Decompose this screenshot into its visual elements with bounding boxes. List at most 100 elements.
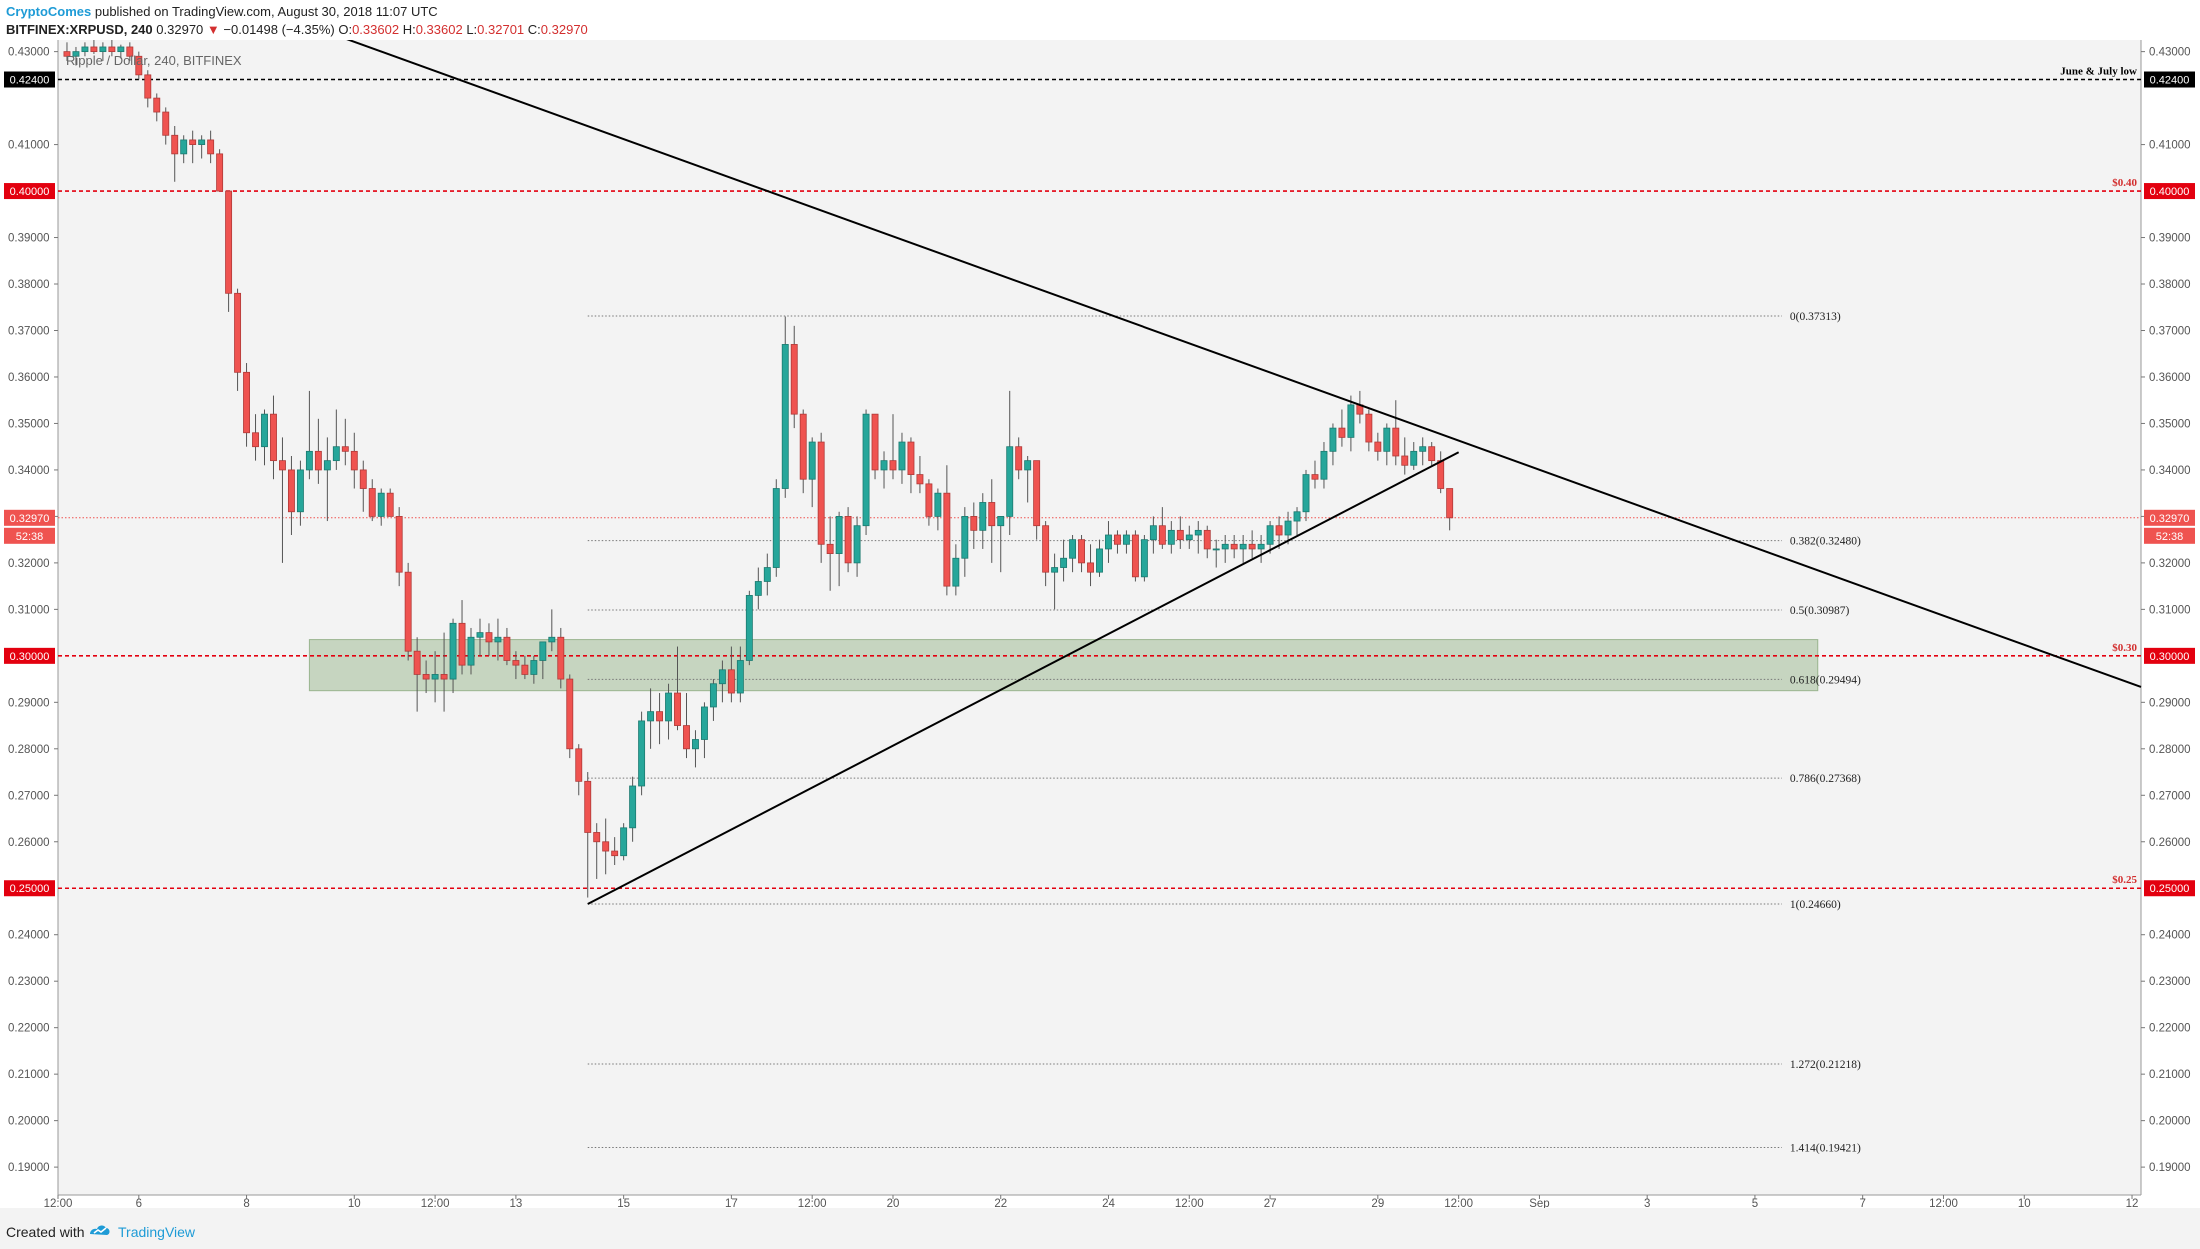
candle-body [1275,525,1283,536]
candle-body [1158,525,1166,545]
candle-body [1006,446,1014,517]
plot-area[interactable] [58,40,2141,1195]
x-tick-label: 29 [1371,1198,1384,1208]
candle-body [853,525,861,564]
candle-body [988,502,996,527]
price-change: −0.01498 (−4.35%) [223,22,335,37]
candle-body [1347,404,1355,438]
y-tick-label: 0.23000 [2149,976,2191,988]
candle-body [665,692,672,722]
y-tick-label: 0.21000 [2149,1069,2191,1081]
countdown-tag: 52:38 [2156,531,2184,543]
candle-body [593,832,601,843]
x-tick-label: 12:00 [421,1198,450,1208]
candle-body [1239,543,1247,550]
candle-body [1419,446,1427,452]
candle-body [494,636,502,643]
x-tick-label: 13 [510,1198,523,1208]
y-tick-label: 0.37000 [2149,325,2191,337]
candle-body [126,46,134,57]
candle-body [1042,525,1050,573]
time-axis[interactable] [58,1195,2141,1208]
y-tick-label: 0.24000 [8,930,50,942]
publish-info: published on TradingView.com, August 30,… [91,4,438,19]
candle-body [1329,427,1337,452]
candle-body [296,469,304,513]
x-tick-label: 12:00 [44,1198,73,1208]
price-chart[interactable]: 0(0.37313) 0.382(0.32480) 0.5(0.30987) 0.61… [0,40,2200,1208]
candle-body [584,780,592,833]
candle-body [1185,534,1193,541]
y-tick-label: 0.41000 [8,140,50,152]
x-tick-label: 12 [2126,1198,2139,1208]
y-tick-label: 0.43000 [8,47,50,59]
y-tick-label: 0.21000 [8,1069,50,1081]
candle-body [683,725,690,750]
candle-body [916,474,924,485]
ohlc-open-key: O: [338,22,353,37]
candle-body [1194,529,1202,536]
candle-body [467,636,475,666]
x-tick-label: 12:00 [798,1198,827,1208]
candle-body [548,636,556,643]
level-price-tag-bg [4,183,55,200]
level-price-tag-bg [2144,880,2195,897]
y-tick-label: 0.29000 [2149,697,2191,709]
y-tick-label: 0.19000 [8,1162,50,1174]
candle-body [449,622,457,680]
fib-level-label: 0(0.37313) [1790,311,1841,323]
tradingview-link[interactable]: TradingView [118,1224,196,1240]
candle-body [261,413,268,448]
horizontal-level-label: June & July low [2060,66,2137,78]
candle-body [1383,427,1391,452]
left-price-axis[interactable] [0,40,58,1195]
candle-body [611,850,619,857]
countdown-tag: 52:38 [16,531,44,543]
tradingview-logo-icon [90,1225,110,1235]
current-price-tag: 0.32970 [2150,513,2190,525]
x-tick-label: 20 [887,1198,900,1208]
candle-body [844,516,852,564]
y-tick-label: 0.31000 [8,604,50,616]
candle-body [575,748,583,782]
ohlc-low-key: L: [466,22,478,37]
horizontal-level-label: $0.40 [2112,177,2137,189]
ohlc-low-value: 0.32701 [477,22,525,37]
candle-body [898,441,906,471]
y-tick-label: 0.34000 [8,465,50,477]
y-tick-label: 0.41000 [2149,140,2191,152]
countdown-tag-bg [4,527,55,544]
author-link[interactable]: CryptoComes [6,4,92,19]
candle-body [880,460,888,471]
candle-body [889,460,897,471]
candle-body [512,660,520,666]
down-arrow-icon: ▼ [206,22,220,37]
candle-body [1140,539,1148,578]
y-tick-label: 0.35000 [2149,418,2191,430]
candle-body [1428,446,1436,462]
candle-body [404,571,412,652]
y-tick-label: 0.24000 [2149,930,2191,942]
candle-body [638,720,646,787]
candle-body [629,785,637,829]
candle-body [979,502,987,531]
y-tick-label: 0.22000 [8,1023,50,1035]
candle-body [772,488,780,568]
symbol-info-line: BITFINEX:XRPUSD, 240 0.32970 ▼ −0.01498 … [6,22,588,37]
y-tick-label: 0.28000 [2149,744,2191,756]
candle-body [314,450,322,471]
level-price-tag: 0.42400 [2150,75,2190,87]
candle-body [1033,460,1041,527]
level-price-tag: 0.30000 [2150,651,2190,663]
candle-body [754,581,762,596]
y-tick-label: 0.32000 [2149,558,2191,570]
right-price-axis[interactable] [2141,40,2200,1195]
candle-body [1392,427,1400,457]
chart-legend: Ripple / Dollar, 240, BITFINEX [66,53,242,68]
y-tick-label: 0.26000 [2149,837,2191,849]
x-tick-label: 12:00 [1929,1198,1958,1208]
candle-body [198,139,206,145]
level-price-tag: 0.25000 [2150,883,2190,895]
candle-body [1401,455,1409,466]
candle-body [907,441,915,475]
